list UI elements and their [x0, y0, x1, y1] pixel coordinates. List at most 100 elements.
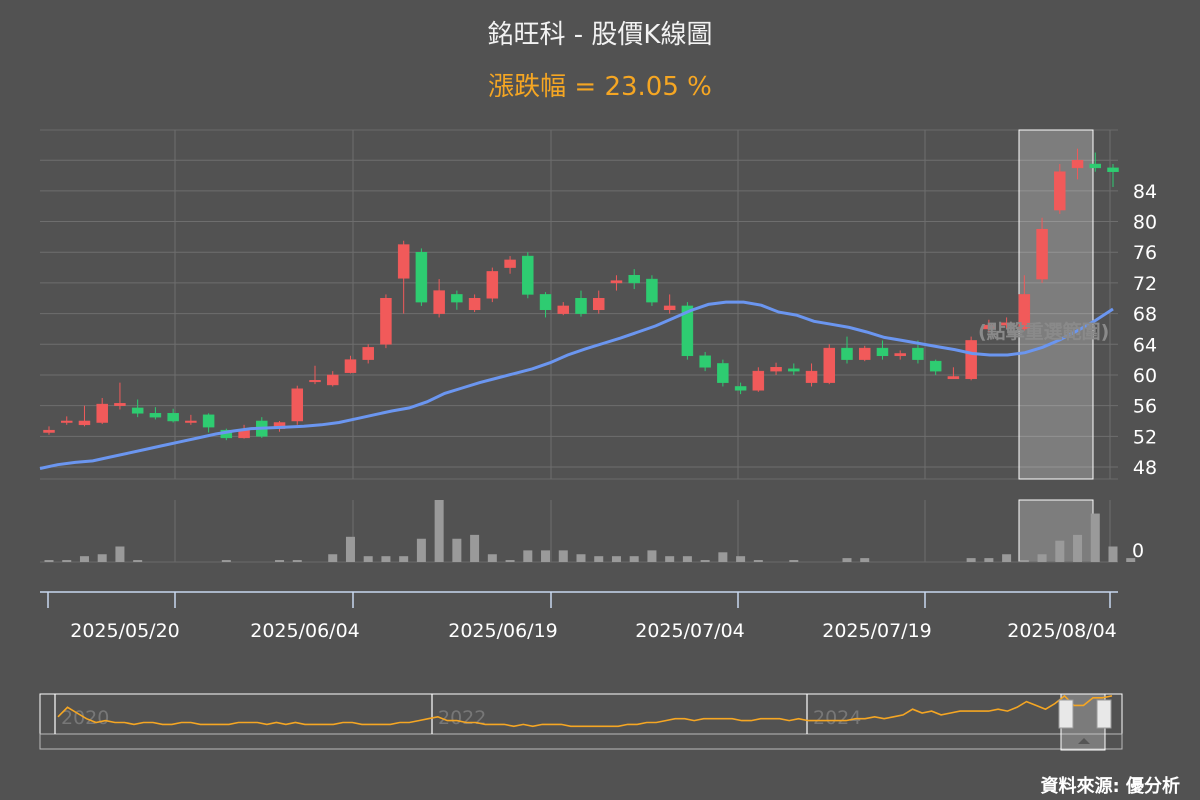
volume-bar	[345, 536, 355, 562]
volume-bar	[523, 550, 533, 562]
volume-bar	[79, 556, 89, 562]
volume-axis-labels: 0	[1132, 540, 1144, 562]
price-tick-label: 60	[1133, 365, 1157, 387]
candle-body	[486, 271, 499, 299]
candle-body	[663, 305, 676, 311]
volume-bar	[470, 534, 480, 562]
date-tick-label: 2025/06/19	[448, 620, 558, 642]
candle-body	[539, 294, 552, 311]
candle-body	[344, 359, 357, 373]
price-tick-label: 52	[1133, 426, 1157, 448]
volume-bar	[718, 552, 728, 562]
candle-body	[114, 403, 126, 406]
candle-body	[1107, 167, 1119, 172]
date-tick-label: 2025/05/20	[70, 620, 180, 642]
navigator-year-label: 2024	[813, 707, 861, 729]
volume-bar	[62, 560, 72, 562]
candle-body	[752, 370, 765, 391]
chart-title: 銘旺科 - 股價K線圖	[487, 20, 713, 50]
candle-body	[734, 386, 747, 391]
candle-body	[522, 255, 534, 295]
volume-bar	[505, 560, 515, 562]
candle-body	[717, 363, 729, 383]
volume-bar	[647, 550, 657, 562]
volume-bar	[452, 538, 462, 562]
volume-bar	[966, 558, 976, 562]
price-tick-label: 84	[1133, 181, 1157, 203]
volume-bar	[576, 554, 586, 562]
candle-body	[185, 420, 197, 423]
candle-body	[983, 324, 995, 330]
volume-bar	[44, 560, 54, 562]
candle-body	[858, 347, 871, 360]
candle-body	[1036, 228, 1048, 280]
candle-body	[823, 347, 836, 383]
volume-bar	[541, 550, 551, 562]
navigator-frame	[39, 693, 1123, 735]
candle-body	[326, 374, 339, 386]
date-tick-label: 2025/08/04	[1007, 620, 1117, 642]
price-tick-label: 48	[1133, 457, 1157, 479]
candle-body	[362, 347, 374, 360]
volume-bar	[736, 556, 746, 562]
volume-bar	[1037, 554, 1047, 562]
volume-bar	[1090, 513, 1100, 562]
navigator-price-line	[57, 694, 1113, 728]
volume-bar	[700, 560, 710, 562]
volume-bar	[842, 558, 852, 562]
candle-body	[557, 305, 570, 314]
candle-body	[451, 294, 463, 303]
candle-body	[415, 251, 428, 303]
volume-bar	[363, 556, 373, 562]
volume-bar	[97, 554, 107, 562]
volume-bar	[133, 560, 143, 562]
candle-body	[397, 244, 410, 279]
range-navigator[interactable]: 2020 2022 2024	[39, 693, 1123, 751]
volume-bar	[434, 500, 444, 562]
price-tick-label: 68	[1133, 304, 1157, 326]
candle-body	[1000, 322, 1013, 326]
price-tick-label: 56	[1133, 396, 1157, 418]
candle-body	[433, 290, 445, 314]
candle-body	[1089, 163, 1102, 169]
candle-body	[131, 407, 144, 414]
volume-bar	[115, 546, 125, 562]
date-tick-label: 2025/06/04	[250, 620, 360, 642]
candles	[43, 148, 1119, 441]
candle-body	[309, 380, 321, 383]
candle-body	[43, 429, 55, 433]
candle-body	[202, 414, 215, 428]
volume-bar	[416, 538, 426, 562]
volume-bar	[753, 560, 763, 562]
date-tick-label: 2025/07/19	[822, 620, 932, 642]
candle-body	[947, 376, 960, 380]
candle-body	[1071, 159, 1084, 169]
date-tick-label: 2025/07/04	[635, 620, 745, 642]
navigator-handle	[1058, 699, 1074, 729]
price-tick-label: 80	[1133, 212, 1157, 234]
candle-body	[841, 347, 853, 360]
volume-bar	[328, 554, 338, 562]
volume-bar	[381, 556, 391, 562]
volume-bar	[1019, 560, 1029, 562]
price-tick-label: 72	[1133, 273, 1157, 295]
data-source-credit: 資料來源: 優分析	[1040, 776, 1180, 797]
price-tick-label: 76	[1133, 242, 1157, 264]
volume-bar	[487, 554, 497, 562]
volume-bar	[221, 560, 231, 562]
candle-body	[1054, 171, 1066, 211]
moving-average-line	[39, 300, 1114, 470]
chart-subtitle: 漲跌幅 = 23.05 %	[488, 72, 712, 102]
candle-body	[592, 298, 605, 311]
candle-body	[628, 275, 640, 284]
volume-bar	[558, 550, 568, 562]
candle-body	[788, 368, 800, 372]
date-axis: 2025/05/20 2025/06/04 2025/06/19 2025/07/04…	[40, 591, 1118, 642]
reset-range-hint[interactable]: (點擊重選範圍)	[978, 321, 1110, 343]
volume-bar	[275, 560, 285, 562]
candle-body	[380, 298, 392, 345]
volume-bar	[611, 556, 621, 562]
candle-body	[965, 340, 977, 380]
